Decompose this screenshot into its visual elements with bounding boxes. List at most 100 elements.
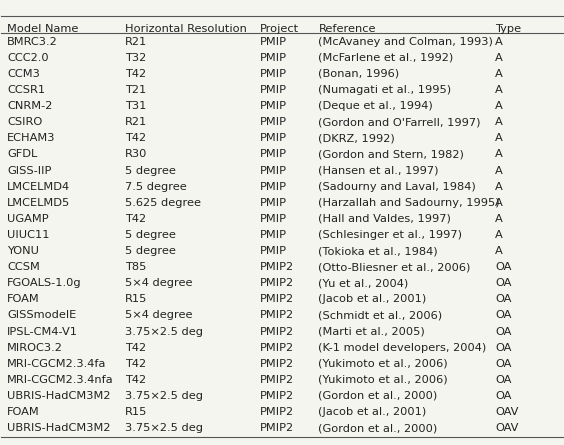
Text: GFDL: GFDL: [7, 150, 37, 159]
Text: A: A: [495, 85, 503, 95]
Text: PMIP2: PMIP2: [259, 278, 294, 288]
Text: FOAM: FOAM: [7, 294, 39, 304]
Text: OA: OA: [495, 343, 512, 352]
Text: PMIP2: PMIP2: [259, 407, 294, 417]
Text: (Deque et al., 1994): (Deque et al., 1994): [319, 101, 433, 111]
Text: (DKRZ, 1992): (DKRZ, 1992): [319, 134, 395, 143]
Text: FGOALS-1.0g: FGOALS-1.0g: [7, 278, 82, 288]
Text: PMIP: PMIP: [259, 69, 287, 79]
Text: GISS-IIP: GISS-IIP: [7, 166, 51, 175]
Text: CCSR1: CCSR1: [7, 85, 45, 95]
Text: A: A: [495, 166, 503, 175]
Text: A: A: [495, 150, 503, 159]
Text: LMCELMD4: LMCELMD4: [7, 182, 70, 192]
Text: OA: OA: [495, 278, 512, 288]
Text: T21: T21: [125, 85, 146, 95]
Text: PMIP2: PMIP2: [259, 294, 294, 304]
Text: (Gordon and O'Farrell, 1997): (Gordon and O'Farrell, 1997): [319, 117, 481, 127]
Text: PMIP2: PMIP2: [259, 311, 294, 320]
Text: (K-1 model developers, 2004): (K-1 model developers, 2004): [319, 343, 487, 352]
Text: 5×4 degree: 5×4 degree: [125, 278, 192, 288]
Text: OA: OA: [495, 359, 512, 369]
Text: GISSmodelE: GISSmodelE: [7, 311, 76, 320]
Text: (Yukimoto et al., 2006): (Yukimoto et al., 2006): [319, 359, 448, 369]
Text: T32: T32: [125, 53, 146, 63]
Text: 5×4 degree: 5×4 degree: [125, 311, 192, 320]
Text: (Hall and Valdes, 1997): (Hall and Valdes, 1997): [319, 214, 451, 224]
Text: YONU: YONU: [7, 246, 39, 256]
Text: OA: OA: [495, 262, 512, 272]
Text: (Marti et al., 2005): (Marti et al., 2005): [319, 327, 425, 336]
Text: T42: T42: [125, 134, 146, 143]
Text: (Schlesinger et al., 1997): (Schlesinger et al., 1997): [319, 230, 462, 240]
Text: A: A: [495, 117, 503, 127]
Text: ECHAM3: ECHAM3: [7, 134, 55, 143]
Text: PMIP: PMIP: [259, 150, 287, 159]
Text: PMIP: PMIP: [259, 53, 287, 63]
Text: CSIRO: CSIRO: [7, 117, 42, 127]
Text: A: A: [495, 230, 503, 240]
Text: T42: T42: [125, 69, 146, 79]
Text: MRI-CGCM2.3.4nfa: MRI-CGCM2.3.4nfa: [7, 375, 113, 385]
Text: CNRM-2: CNRM-2: [7, 101, 52, 111]
Text: 3.75×2.5 deg: 3.75×2.5 deg: [125, 327, 203, 336]
Text: PMIP: PMIP: [259, 85, 287, 95]
Text: CCM3: CCM3: [7, 69, 40, 79]
Text: 5 degree: 5 degree: [125, 166, 176, 175]
Text: OA: OA: [495, 294, 512, 304]
Text: (Schmidt et al., 2006): (Schmidt et al., 2006): [319, 311, 443, 320]
Text: CCSM: CCSM: [7, 262, 40, 272]
Text: T31: T31: [125, 101, 146, 111]
Text: Project: Project: [259, 24, 299, 33]
Text: UBRIS-HadCM3M2: UBRIS-HadCM3M2: [7, 423, 111, 433]
Text: LMCELMD5: LMCELMD5: [7, 198, 70, 208]
Text: MRI-CGCM2.3.4fa: MRI-CGCM2.3.4fa: [7, 359, 107, 369]
Text: FOAM: FOAM: [7, 407, 39, 417]
Text: PMIP: PMIP: [259, 37, 287, 47]
Text: OA: OA: [495, 311, 512, 320]
Text: (Gordon et al., 2000): (Gordon et al., 2000): [319, 391, 438, 401]
Text: R21: R21: [125, 117, 147, 127]
Text: A: A: [495, 134, 503, 143]
Text: PMIP2: PMIP2: [259, 423, 294, 433]
Text: UGAMP: UGAMP: [7, 214, 49, 224]
Text: (Gordon et al., 2000): (Gordon et al., 2000): [319, 423, 438, 433]
Text: (McAvaney and Colman, 1993): (McAvaney and Colman, 1993): [319, 37, 494, 47]
Text: PMIP2: PMIP2: [259, 343, 294, 352]
Text: 5.625 degree: 5.625 degree: [125, 198, 201, 208]
Text: OA: OA: [495, 375, 512, 385]
Text: (Hansen et al., 1997): (Hansen et al., 1997): [319, 166, 439, 175]
Text: PMIP2: PMIP2: [259, 391, 294, 401]
Text: A: A: [495, 69, 503, 79]
Text: PMIP2: PMIP2: [259, 359, 294, 369]
Text: (Yu et al., 2004): (Yu et al., 2004): [319, 278, 409, 288]
Text: T85: T85: [125, 262, 146, 272]
Text: T42: T42: [125, 375, 146, 385]
Text: (Numagati et al., 1995): (Numagati et al., 1995): [319, 85, 452, 95]
Text: R21: R21: [125, 37, 147, 47]
Text: MIROC3.2: MIROC3.2: [7, 343, 63, 352]
Text: PMIP: PMIP: [259, 117, 287, 127]
Text: Model Name: Model Name: [7, 24, 78, 33]
Text: R30: R30: [125, 150, 147, 159]
Text: Type: Type: [495, 24, 521, 33]
Text: OAV: OAV: [495, 423, 519, 433]
Text: OA: OA: [495, 327, 512, 336]
Text: (Sadourny and Laval, 1984): (Sadourny and Laval, 1984): [319, 182, 476, 192]
Text: R15: R15: [125, 407, 147, 417]
Text: PMIP: PMIP: [259, 101, 287, 111]
Text: Horizontal Resolution: Horizontal Resolution: [125, 24, 246, 33]
Text: Reference: Reference: [319, 24, 376, 33]
Text: (Bonan, 1996): (Bonan, 1996): [319, 69, 400, 79]
Text: PMIP: PMIP: [259, 182, 287, 192]
Text: A: A: [495, 53, 503, 63]
Text: T42: T42: [125, 343, 146, 352]
Text: (Jacob et al., 2001): (Jacob et al., 2001): [319, 294, 427, 304]
Text: PMIP2: PMIP2: [259, 375, 294, 385]
Text: A: A: [495, 198, 503, 208]
Text: (Gordon and Stern, 1982): (Gordon and Stern, 1982): [319, 150, 464, 159]
Text: (Harzallah and Sadourny, 1995): (Harzallah and Sadourny, 1995): [319, 198, 500, 208]
Text: 5 degree: 5 degree: [125, 230, 176, 240]
Text: IPSL-CM4-V1: IPSL-CM4-V1: [7, 327, 78, 336]
Text: A: A: [495, 214, 503, 224]
